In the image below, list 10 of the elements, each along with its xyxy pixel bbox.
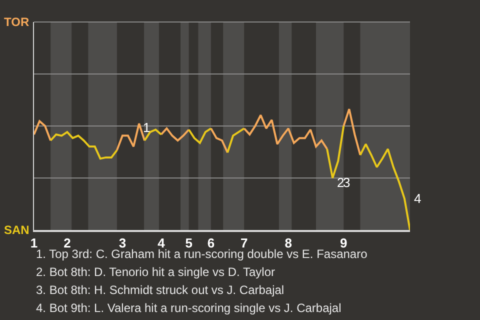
text: 4. Bot 9th: L. Valera hit a run-scoring single vs J. Carbajal bbox=[36, 301, 342, 315]
text: 4 bbox=[414, 191, 422, 206]
text: TOR bbox=[4, 15, 30, 29]
text: 2. Bot 8th: D. Tenorio hit a single vs D. Taylor bbox=[36, 265, 276, 279]
text: SAN bbox=[4, 223, 30, 237]
annotation: 2 bbox=[337, 175, 344, 190]
annotation: 3 bbox=[343, 175, 350, 190]
annotation: 1 bbox=[143, 120, 150, 135]
text: 3. Bot 8th: H. Schmidt struck out vs J. Carbajal bbox=[36, 283, 284, 297]
x-tick-label: 1 bbox=[30, 236, 38, 251]
